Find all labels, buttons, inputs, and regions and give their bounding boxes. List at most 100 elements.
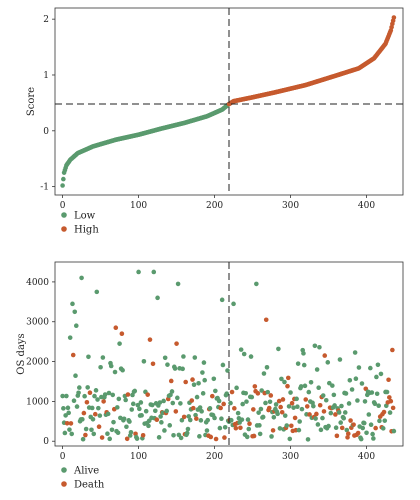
death-point: [351, 422, 356, 427]
death-point: [251, 433, 257, 439]
death-point: [208, 434, 214, 440]
death-point: [189, 398, 195, 403]
death-point: [213, 436, 219, 442]
y-tick-label: 1: [43, 71, 49, 81]
death-point: [387, 395, 392, 400]
alive-point: [98, 364, 103, 370]
alive-point: [178, 401, 183, 406]
alive-point: [179, 417, 185, 423]
death-point: [168, 378, 174, 384]
alive-point: [328, 410, 334, 416]
alive-point: [353, 376, 359, 381]
legend-label-alive: Alive: [73, 466, 99, 477]
alive-point: [115, 405, 120, 410]
alive-point: [152, 408, 158, 414]
x-tick-label: 300: [282, 201, 299, 211]
death-point: [87, 390, 93, 396]
death-point: [251, 407, 256, 412]
death-point: [252, 384, 258, 389]
alive-point: [106, 390, 112, 396]
alive-point: [249, 394, 255, 400]
death-point: [194, 416, 199, 421]
alive-point: [90, 417, 96, 422]
alive-point: [196, 380, 201, 386]
death-point: [84, 399, 90, 405]
alive-point: [216, 398, 222, 404]
alive-point: [269, 434, 274, 439]
alive-point: [95, 397, 100, 402]
y-tick-label: 4000: [26, 278, 49, 288]
x-tick-label: 0: [60, 201, 66, 211]
death-point: [221, 401, 226, 407]
alive-point: [185, 426, 191, 432]
alive-point: [66, 410, 71, 416]
death-point: [304, 404, 310, 409]
legend-marker-low: [61, 212, 67, 218]
alive-point: [107, 436, 113, 442]
alive-point: [313, 416, 318, 421]
death-point: [381, 409, 387, 415]
alive-point: [275, 411, 280, 417]
death-point: [96, 424, 102, 429]
alive-point: [332, 403, 337, 408]
alive-point: [364, 430, 369, 436]
alive-point: [94, 289, 100, 295]
alive-point: [128, 429, 134, 435]
alive-point: [213, 388, 218, 394]
alive-point: [349, 387, 355, 392]
legend-label-low: Low: [74, 211, 96, 222]
alive-point: [342, 410, 348, 415]
alive-point: [165, 362, 170, 367]
death-point: [268, 393, 274, 398]
alive-point: [241, 351, 247, 357]
alive-point: [326, 423, 331, 429]
alive-point: [271, 414, 277, 420]
death-point: [140, 433, 146, 438]
alive-point: [295, 404, 300, 410]
alive-point: [175, 281, 181, 287]
alive-point: [318, 427, 324, 433]
alive-point: [376, 403, 381, 409]
alive-point: [320, 393, 326, 398]
alive-point: [172, 366, 178, 371]
x-tick-label: 200: [206, 452, 223, 462]
death-point: [285, 375, 291, 381]
alive-point: [369, 390, 375, 395]
alive-point: [316, 385, 321, 391]
alive-point: [298, 384, 304, 389]
alive-point: [358, 436, 364, 442]
death-point: [233, 425, 239, 431]
alive-point: [244, 434, 250, 440]
alive-point: [347, 377, 353, 383]
alive-point: [191, 382, 197, 387]
alive-point: [282, 379, 287, 385]
legend-label-death: Death: [74, 480, 105, 491]
death-point: [317, 402, 323, 408]
alive-point: [231, 301, 236, 307]
alive-point: [167, 423, 173, 428]
alive-point: [333, 425, 339, 431]
alive-point: [246, 426, 252, 432]
alive-point: [257, 423, 262, 428]
x-tick-label: 100: [130, 452, 147, 462]
alive-point: [382, 418, 388, 423]
death-point: [81, 410, 87, 416]
x-tick-label: 0: [60, 452, 66, 462]
alive-point: [73, 323, 79, 329]
x-tick-label: 400: [358, 452, 375, 462]
alive-point: [256, 410, 261, 415]
alive-point: [109, 427, 115, 433]
alive-point: [299, 406, 305, 412]
alive-point: [169, 389, 175, 394]
death-point: [390, 405, 396, 411]
y-tick-label: 3000: [26, 318, 49, 328]
alive-point: [97, 413, 103, 418]
alive-point: [370, 431, 375, 437]
death-point: [289, 400, 295, 406]
alive-point: [391, 428, 397, 434]
alive-point: [323, 397, 329, 403]
alive-point: [282, 413, 288, 418]
alive-point: [115, 430, 121, 436]
alive-point: [63, 413, 68, 418]
alive-point: [260, 414, 266, 420]
